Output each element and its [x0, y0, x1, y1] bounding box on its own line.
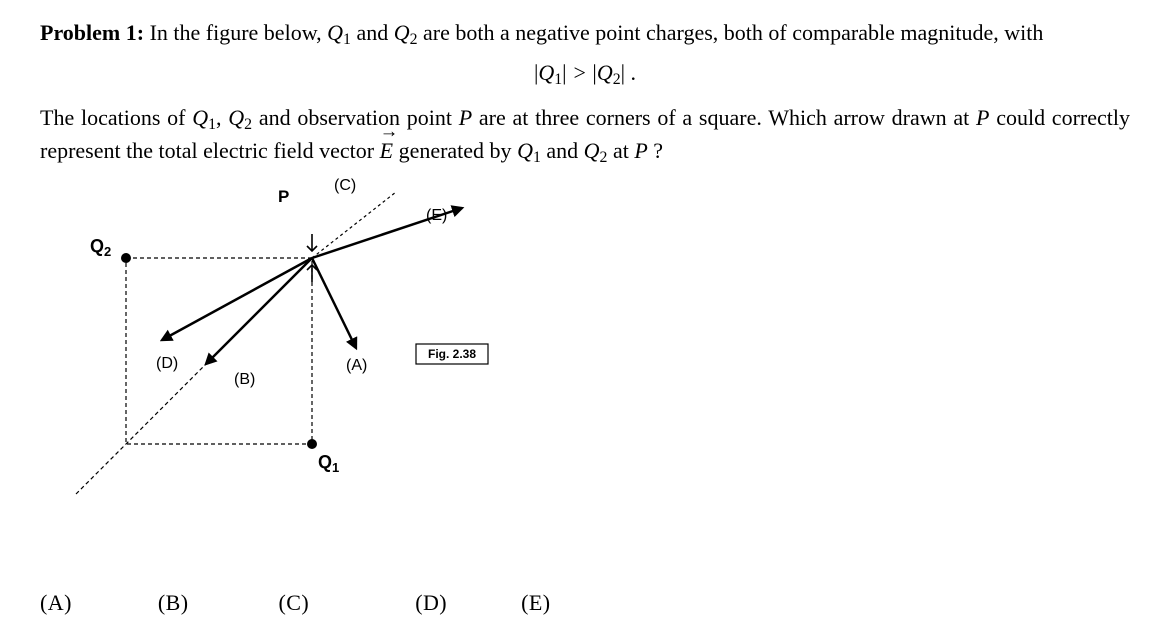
- problem-paragraph-2: The locations of Q1, Q2 and observation …: [40, 103, 1130, 168]
- var-e-vector: →E: [380, 136, 393, 166]
- text: The locations of: [40, 105, 192, 130]
- figure-svg: Q2 Q1 P (A) (B) (C) (D) (E) Fig. 2.38: [56, 172, 516, 502]
- text: ?: [653, 138, 663, 163]
- var-p: P: [976, 105, 989, 130]
- svg-text:(D): (D): [156, 355, 178, 372]
- options-row: (A) (B) (C) (D) (E): [40, 590, 550, 616]
- page: Problem 1: In the figure below, Q1 and Q…: [0, 0, 1170, 632]
- svg-text:(B): (B): [234, 371, 255, 388]
- inequality: |Q1| > |Q2| .: [40, 60, 1130, 89]
- text: In the figure below,: [150, 20, 328, 45]
- q-sub: 2: [244, 116, 252, 133]
- svg-text:P: P: [278, 187, 289, 206]
- q-letter: Q: [517, 138, 533, 163]
- svg-text:(C): (C): [334, 177, 356, 194]
- var-q2: Q2: [228, 105, 252, 130]
- var-q1: Q1: [327, 20, 351, 45]
- problem-label: Problem 1:: [40, 20, 144, 45]
- var-q1: Q1: [517, 138, 541, 163]
- vector-arrow-icon: →: [380, 125, 393, 138]
- text: ,: [216, 105, 228, 130]
- q-letter: Q: [228, 105, 244, 130]
- q-sub: 1: [208, 116, 216, 133]
- q-letter: Q: [327, 20, 343, 45]
- q-letter: Q: [538, 60, 554, 85]
- var-q2: Q2: [597, 60, 621, 85]
- q-sub: 2: [410, 31, 418, 48]
- problem-paragraph-1: Problem 1: In the figure below, Q1 and Q…: [40, 18, 1130, 50]
- option-a: (A): [40, 590, 72, 616]
- q-sub: 1: [533, 149, 541, 166]
- option-b: (B): [158, 590, 189, 616]
- bar: |: [562, 60, 566, 85]
- text: at: [613, 138, 634, 163]
- svg-text:(A): (A): [346, 357, 367, 374]
- var-p: P: [634, 138, 647, 163]
- q-sub: 1: [554, 71, 562, 88]
- text: generated by: [399, 138, 518, 163]
- bar: | .: [621, 60, 636, 85]
- q-sub: 2: [600, 149, 608, 166]
- svg-text:Q1: Q1: [318, 452, 339, 475]
- var-q1: Q1: [192, 105, 216, 130]
- text: and observation point: [259, 105, 459, 130]
- var-q1: Q1: [538, 60, 562, 85]
- option-c: (C): [279, 590, 310, 616]
- figure: Q2 Q1 P (A) (B) (C) (D) (E) Fig. 2.38: [56, 172, 516, 502]
- var-p: P: [459, 105, 472, 130]
- q-letter: Q: [584, 138, 600, 163]
- text: are at three corners of a square. Which …: [479, 105, 976, 130]
- q-letter: Q: [597, 60, 613, 85]
- option-d: (D): [415, 590, 447, 616]
- text: and: [356, 20, 393, 45]
- text: and: [546, 138, 583, 163]
- q-letter: Q: [192, 105, 208, 130]
- svg-text:Fig. 2.38: Fig. 2.38: [428, 347, 476, 361]
- text: are both a negative point charges, both …: [423, 20, 1043, 45]
- var-q2: Q2: [394, 20, 418, 45]
- q-sub: 1: [343, 31, 351, 48]
- svg-text:Q2: Q2: [90, 236, 111, 259]
- option-e: (E): [521, 590, 550, 616]
- gt: >: [572, 60, 592, 85]
- var-q2: Q2: [584, 138, 608, 163]
- svg-text:(E): (E): [426, 207, 447, 224]
- q-letter: Q: [394, 20, 410, 45]
- q-sub: 2: [613, 71, 621, 88]
